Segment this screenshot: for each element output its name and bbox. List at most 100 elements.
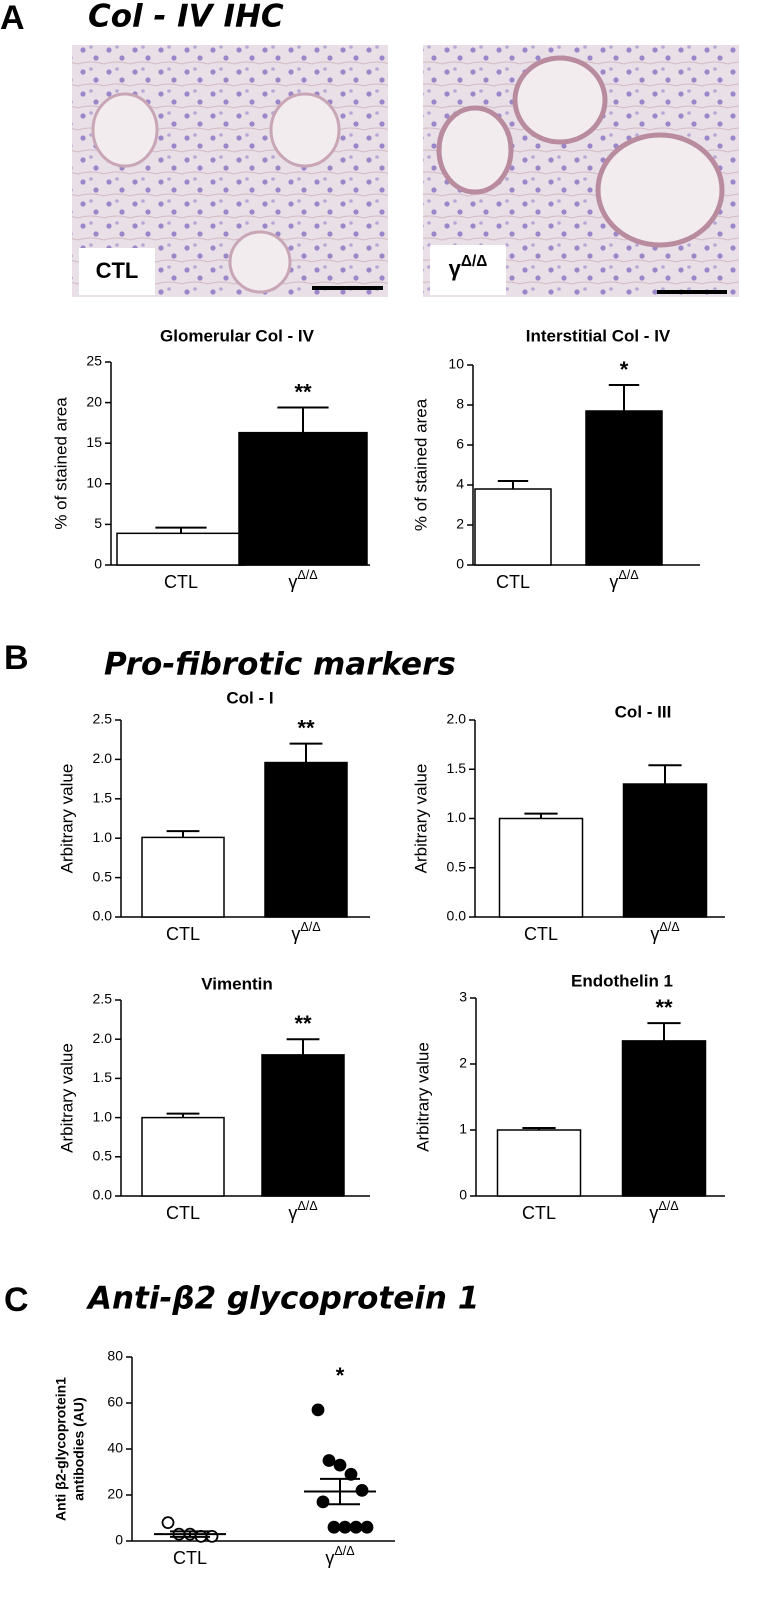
y-axis-label: Anti β2-glycoprotein1 [53,1377,69,1521]
x-tick-label: CTL [524,924,558,944]
y-axis-label: Arbitrary value [57,764,76,874]
image-label-box [430,245,506,295]
y-tick-label: 1.0 [93,829,113,845]
significance: ** [297,715,315,740]
glomerulus [228,230,292,294]
panel-title: Anti-β2 glycoprotein 1 [85,1281,479,1317]
y-tick-label: 0.0 [93,1187,113,1203]
x-tick-label: CTL [166,1203,200,1223]
x-tick-label: γΔ/Δ [325,1544,355,1567]
bar [585,410,663,566]
chart-title: Col - III [615,702,672,721]
glomerulus [269,92,341,168]
y-tick-label: 1 [459,1121,467,1137]
y-axis-label: antibodies (AU) [71,1397,87,1500]
bar [474,488,552,566]
x-tick-label: γΔ/Δ [288,568,318,591]
y-tick-label: 2.0 [93,1030,113,1046]
y-tick-label: 60 [107,1394,123,1410]
point [327,1520,341,1534]
x-tick-label: CTL [496,572,530,592]
y-tick-label: 1.5 [447,760,467,776]
y-tick-label: 0 [115,1532,123,1548]
bar [496,1129,582,1197]
point [316,1495,330,1509]
chart-title: Interstitial Col - IV [526,326,671,345]
y-axis-label: % of stained area [411,398,430,531]
x-tick-label: CTL [164,572,198,592]
y-tick-label: 1.0 [93,1108,113,1124]
image-label-box [79,248,155,295]
panel-label: B [4,639,29,677]
x-tick-label: CTL [522,1203,556,1223]
significance: ** [655,995,673,1020]
panel-title: Pro-fibrotic markers [104,647,456,683]
y-tick-label: 5 [94,515,102,531]
y-tick-label: 25 [86,353,102,369]
y-tick-label: 40 [107,1440,123,1456]
bar [498,817,584,918]
panel-label: C [4,1281,29,1319]
bar [622,783,708,918]
y-tick-label: 2 [456,516,464,532]
y-axis-label: % of stained area [51,397,70,530]
y-tick-label: 1.0 [447,809,467,825]
point [161,1516,175,1529]
y-tick-label: 0.0 [93,908,113,924]
glomerulus [512,55,608,145]
chart-title: Endothelin 1 [571,971,673,990]
y-axis-label: Arbitrary value [413,1042,432,1152]
significance: ** [294,379,312,404]
y-tick-label: 2.5 [93,991,113,1007]
y-tick-label: 0 [94,556,102,572]
y-tick-label: 0.5 [93,1148,113,1164]
panel-title: Col - IV IHC [88,0,284,35]
y-tick-label: 2 [459,1055,467,1071]
chart-title: Vimentin [201,974,272,993]
bar [238,431,368,566]
x-tick-label: γΔ/Δ [609,568,639,591]
x-tick-label: γΔ/Δ [288,1199,318,1222]
point [355,1484,369,1497]
x-tick-label: γΔ/Δ [649,1199,679,1222]
chart-title: Glomerular Col - IV [160,326,315,345]
y-tick-label: 0 [456,556,464,572]
glomerulus [436,105,514,195]
glomerulus [595,132,725,248]
y-tick-label: 2.5 [93,711,113,727]
y-tick-label: 2.0 [447,711,467,727]
x-tick-label: CTL [173,1548,207,1568]
x-tick-label: CTL [166,924,200,944]
point [322,1454,336,1467]
x-tick-label: γΔ/Δ [291,920,321,943]
bar [261,1054,345,1197]
y-tick-label: 8 [456,396,464,412]
y-axis-label: Arbitrary value [57,1043,76,1153]
y-axis-label: Arbitrary value [411,764,430,874]
y-tick-label: 3 [459,989,467,1005]
y-tick-label: 80 [107,1348,123,1364]
bar [264,761,348,918]
point [311,1403,325,1417]
bar [141,836,225,918]
y-tick-label: 0.0 [447,908,467,924]
bar [141,1116,225,1197]
point [360,1520,374,1534]
significance: * [620,357,629,382]
y-tick-label: 0.5 [93,868,113,884]
y-tick-label: 0.5 [447,858,467,874]
y-tick-label: 1.5 [93,1069,113,1085]
y-tick-label: 20 [86,393,102,409]
y-tick-label: 0 [459,1187,467,1203]
glomerulus [91,92,159,168]
y-tick-label: 4 [456,476,464,492]
significance: ** [294,1011,312,1036]
y-tick-label: 15 [86,434,102,450]
y-tick-label: 6 [456,436,464,452]
panel-label: A [0,0,25,37]
significance: * [336,1363,345,1388]
point [349,1520,363,1534]
image-label: CTL [96,258,139,283]
y-tick-label: 10 [86,475,102,491]
